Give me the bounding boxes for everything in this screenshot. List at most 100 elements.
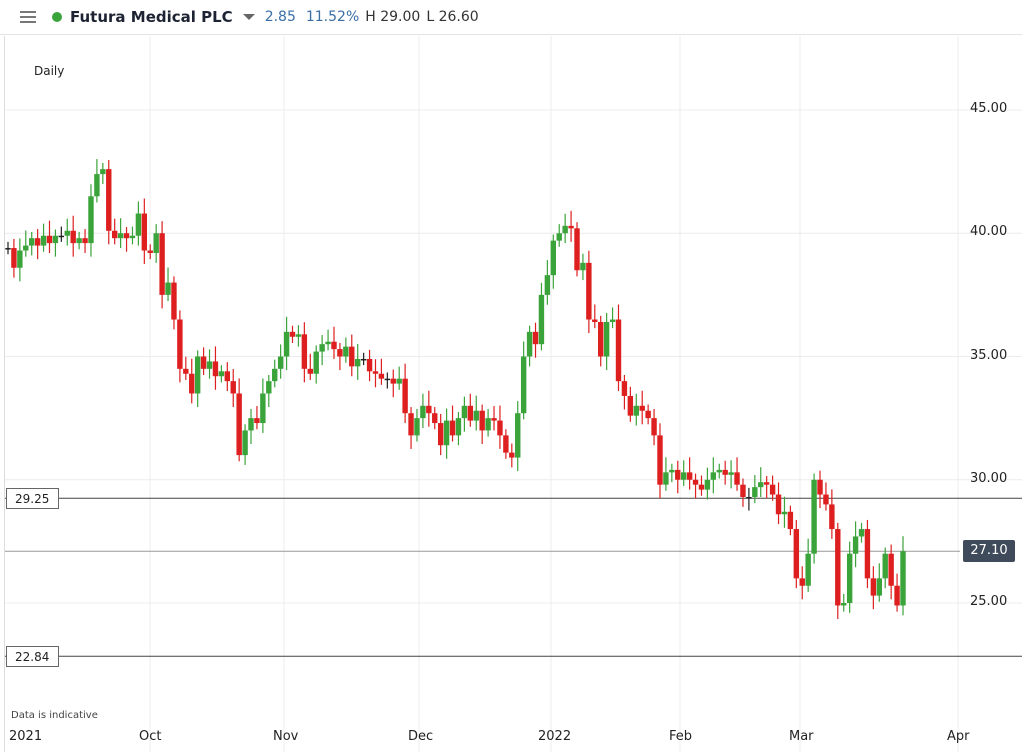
candle-body [40,235,47,246]
candle-body [503,435,509,453]
candle-body [835,529,841,606]
candle-body [94,174,100,197]
candle-body [793,529,800,579]
candle-body [272,368,278,382]
candle-body [562,225,568,234]
level-label-upper[interactable]: 29.25 [6,488,59,510]
instrument-name: Futura Medical PLC [70,8,233,26]
candle-body [829,504,835,530]
candle-body [598,321,604,357]
candle-body [467,405,474,421]
candle-body [752,487,758,498]
candle-body [426,405,432,414]
candle-body [645,410,651,419]
candle-body [165,282,171,295]
candle-body [313,351,319,374]
candle-body [29,238,35,246]
candle-body [325,341,331,345]
candle-body [200,356,207,369]
candle-body [206,361,213,369]
candle-body [669,469,675,473]
price-change: 2.85 [264,9,296,25]
candle-body [870,578,877,596]
candle-body [532,331,539,345]
candle-body [716,469,722,473]
candle-body [70,230,76,244]
candle-body [461,405,468,419]
candle-body [657,435,663,485]
instrument-dropdown-icon[interactable] [242,14,255,20]
candle-body [331,341,337,350]
candle-body [485,418,491,431]
candle-body [402,378,408,414]
candle-body [740,484,746,498]
candle-body [254,418,260,424]
candle-body [586,262,592,320]
instrument-header: Futura Medical PLC 2.85 11.52% H 29.00 L… [0,0,1022,35]
candle-body [111,230,118,239]
candle-body [349,346,355,367]
price-change-percent: 11.52% [305,9,360,25]
candle-body [864,529,871,579]
candle-body [746,497,752,499]
candle-body [603,321,610,357]
candle-body [811,479,817,554]
candle-body [289,331,296,337]
candle-body [651,418,657,436]
candle-body [248,418,254,431]
day-low: L 26.60 [426,9,479,25]
y-tick-label: 45.00 [970,101,1008,116]
candle-body [686,472,693,480]
candle-body [194,356,201,394]
candle-body [675,469,681,480]
candle-body [396,378,402,384]
candle-body [5,248,11,250]
market-status-dot [52,12,62,22]
x-tick-label: Mar [789,729,814,744]
candle-body [64,230,70,236]
candle-body [621,381,628,396]
candle-body [266,381,272,394]
candle-body [123,233,130,239]
candle-body [76,238,82,244]
candle-body [212,361,219,377]
candle-body [538,294,545,345]
candle-body [153,233,159,253]
candle-body [82,238,88,244]
candle-body [894,585,900,606]
candle-body [189,373,195,394]
candle-body [242,430,248,456]
candle-body [609,319,616,322]
candle-body [384,378,391,381]
candle-body [479,410,485,431]
x-tick-label: 2021 [9,729,43,744]
candle-body [663,472,669,485]
candle-body [704,479,711,490]
candle-body [799,578,805,586]
candle-body [183,368,189,374]
candle-body [408,413,414,436]
candle-body [449,420,456,436]
candle-body [343,346,349,357]
candle-body [805,553,811,586]
candle-body [846,553,853,603]
level-label-lower[interactable]: 22.84 [6,646,59,668]
candle-body [34,238,41,246]
candle-body [106,169,112,231]
candle-body [758,482,764,488]
hamburger-menu-icon[interactable] [20,8,36,26]
y-tick-label: 30.00 [970,470,1008,486]
candle-body [728,472,734,475]
candle-body [171,282,177,320]
candle-body [230,381,236,394]
candle-body [526,331,533,357]
y-tick-label: 25.00 [970,594,1008,609]
candle-body [88,196,94,244]
candle-body [473,410,479,421]
candle-body [900,551,906,606]
x-tick-label: Dec [408,729,434,744]
candle-body [17,250,23,268]
candle-body [888,553,894,586]
candle-body [769,484,776,495]
